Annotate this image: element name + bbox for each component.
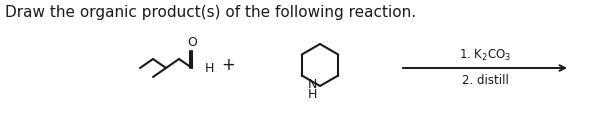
Text: Draw the organic product(s) of the following reaction.: Draw the organic product(s) of the follo… — [5, 5, 416, 20]
Text: O: O — [187, 36, 197, 49]
Text: 2. distill: 2. distill — [461, 73, 508, 87]
Text: N: N — [308, 78, 317, 92]
Text: 1. K$_2$CO$_3$: 1. K$_2$CO$_3$ — [459, 47, 511, 63]
Text: +: + — [221, 56, 235, 74]
Text: H: H — [205, 61, 215, 74]
Text: H: H — [308, 88, 317, 102]
